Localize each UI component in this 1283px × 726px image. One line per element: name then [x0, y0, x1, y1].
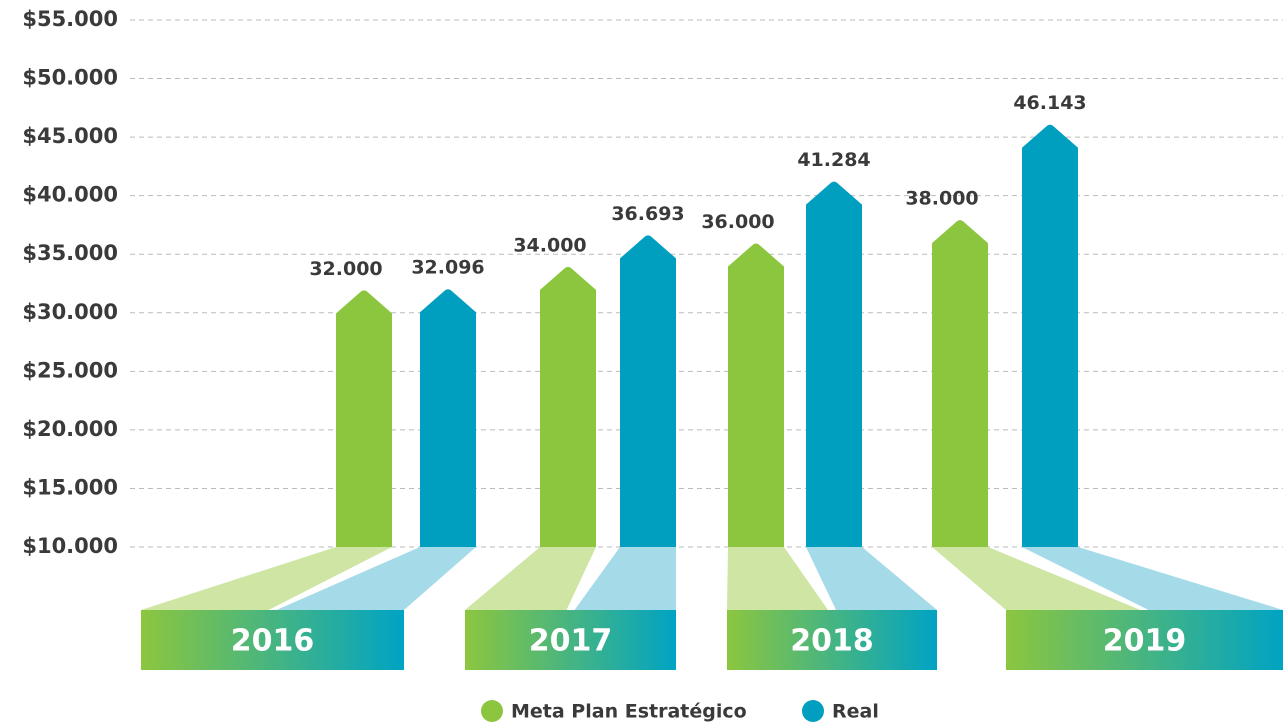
legend-label: Real	[832, 701, 879, 723]
legend-swatch	[802, 700, 824, 722]
y-tick-label: $25.000	[22, 358, 118, 382]
year-box	[465, 610, 676, 670]
legend-swatch	[481, 700, 503, 722]
data-label: 36.693	[611, 203, 684, 225]
y-tick-label: $20.000	[22, 417, 118, 441]
y-tick-label: $10.000	[22, 534, 118, 558]
data-label: 41.284	[797, 149, 870, 171]
bar	[806, 181, 862, 548]
x-tick-label: 2019	[1103, 624, 1187, 659]
bar	[540, 266, 596, 547]
y-tick-label: $30.000	[22, 300, 118, 324]
year-box	[141, 610, 404, 670]
bar	[420, 289, 476, 547]
bar-shadow	[727, 547, 828, 610]
year-box	[1006, 610, 1283, 670]
x-tick-label: 2016	[231, 624, 315, 659]
bar	[620, 235, 676, 547]
y-tick-label: $45.000	[22, 124, 118, 148]
bar	[336, 290, 392, 547]
bar	[1022, 124, 1078, 547]
data-label: 46.143	[1013, 92, 1086, 114]
y-tick-label: $55.000	[22, 7, 118, 31]
y-tick-label: $35.000	[22, 241, 118, 265]
y-tick-label: $15.000	[22, 475, 118, 499]
bar-shadow	[465, 547, 596, 610]
year-box	[727, 610, 937, 670]
bar-shadow	[806, 547, 937, 610]
bar-shadow	[932, 547, 1141, 610]
bar	[728, 243, 784, 547]
data-label: 32.096	[411, 257, 484, 279]
y-tick-label: $50.000	[22, 66, 118, 90]
legend-label: Meta Plan Estratégico	[511, 701, 747, 723]
x-tick-label: 2017	[529, 624, 613, 659]
data-label: 38.000	[905, 188, 978, 210]
bar-shadow	[574, 547, 676, 610]
y-tick-label: $40.000	[22, 183, 118, 207]
data-label: 34.000	[513, 234, 586, 256]
bar	[932, 220, 988, 548]
data-label: 36.000	[701, 211, 774, 233]
bar-shadow	[1022, 547, 1283, 610]
bar-shadow	[141, 547, 392, 610]
x-tick-label: 2018	[790, 624, 874, 659]
data-label: 32.000	[309, 258, 382, 280]
bar-shadow	[276, 547, 476, 610]
